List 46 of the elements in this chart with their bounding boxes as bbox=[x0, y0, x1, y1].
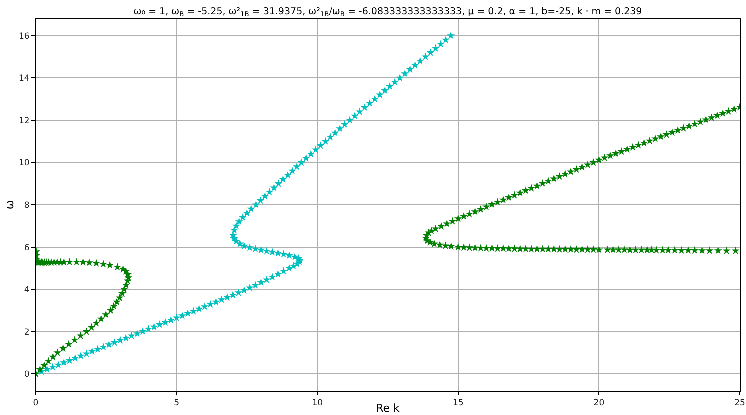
y-tick-label: 8 bbox=[24, 200, 30, 211]
x-tick-label: 25 bbox=[734, 398, 746, 409]
chart-title: ω₀ = 1, ω$_{B}$ = -5.25, ω²$_{1B}$ = 31.9375, ω²$_{1B}$/ω$_{B}$ = -6.083333333333333, μ = 0.2, α = 1, b=-25, k · m = 0.239 bbox=[134, 6, 642, 18]
x-tick-label: 15 bbox=[452, 398, 464, 409]
point bbox=[110, 302, 118, 310]
point bbox=[40, 361, 48, 370]
point bbox=[44, 357, 53, 365]
point bbox=[79, 258, 88, 266]
y-axis-title: ω bbox=[4, 200, 17, 210]
point bbox=[49, 352, 58, 361]
point bbox=[106, 306, 115, 314]
point bbox=[100, 260, 108, 268]
point bbox=[70, 336, 79, 344]
point bbox=[88, 323, 96, 331]
y-tick-label: 4 bbox=[24, 286, 30, 296]
point bbox=[86, 258, 94, 266]
y-tick-label: 16 bbox=[18, 32, 30, 42]
point bbox=[92, 319, 101, 327]
y-tick-label: 12 bbox=[18, 116, 30, 126]
point bbox=[72, 258, 81, 266]
point bbox=[119, 265, 128, 273]
point bbox=[118, 290, 126, 298]
y-tick-label: 10 bbox=[18, 158, 30, 169]
y-tick-label: 14 bbox=[18, 74, 30, 84]
y-tick-label: 0 bbox=[24, 370, 30, 380]
y-tick-label: 6 bbox=[24, 243, 30, 254]
point bbox=[76, 332, 85, 340]
point bbox=[92, 259, 101, 267]
x-tick-label: 5 bbox=[174, 398, 180, 409]
point bbox=[66, 258, 74, 266]
point bbox=[116, 294, 124, 302]
point bbox=[54, 348, 62, 356]
point bbox=[102, 310, 110, 318]
point bbox=[106, 261, 114, 269]
x-tick-label: 20 bbox=[594, 398, 605, 409]
point bbox=[97, 314, 106, 323]
point bbox=[64, 340, 73, 348]
x-tick-label: 10 bbox=[312, 398, 324, 409]
point bbox=[113, 298, 122, 306]
x-tick-label: 0 bbox=[33, 398, 39, 409]
point bbox=[82, 328, 91, 336]
point bbox=[120, 285, 128, 293]
y-tick-label: 2 bbox=[24, 328, 30, 338]
point bbox=[114, 263, 122, 271]
point bbox=[59, 344, 68, 352]
x-axis-title: Re k bbox=[376, 402, 401, 415]
